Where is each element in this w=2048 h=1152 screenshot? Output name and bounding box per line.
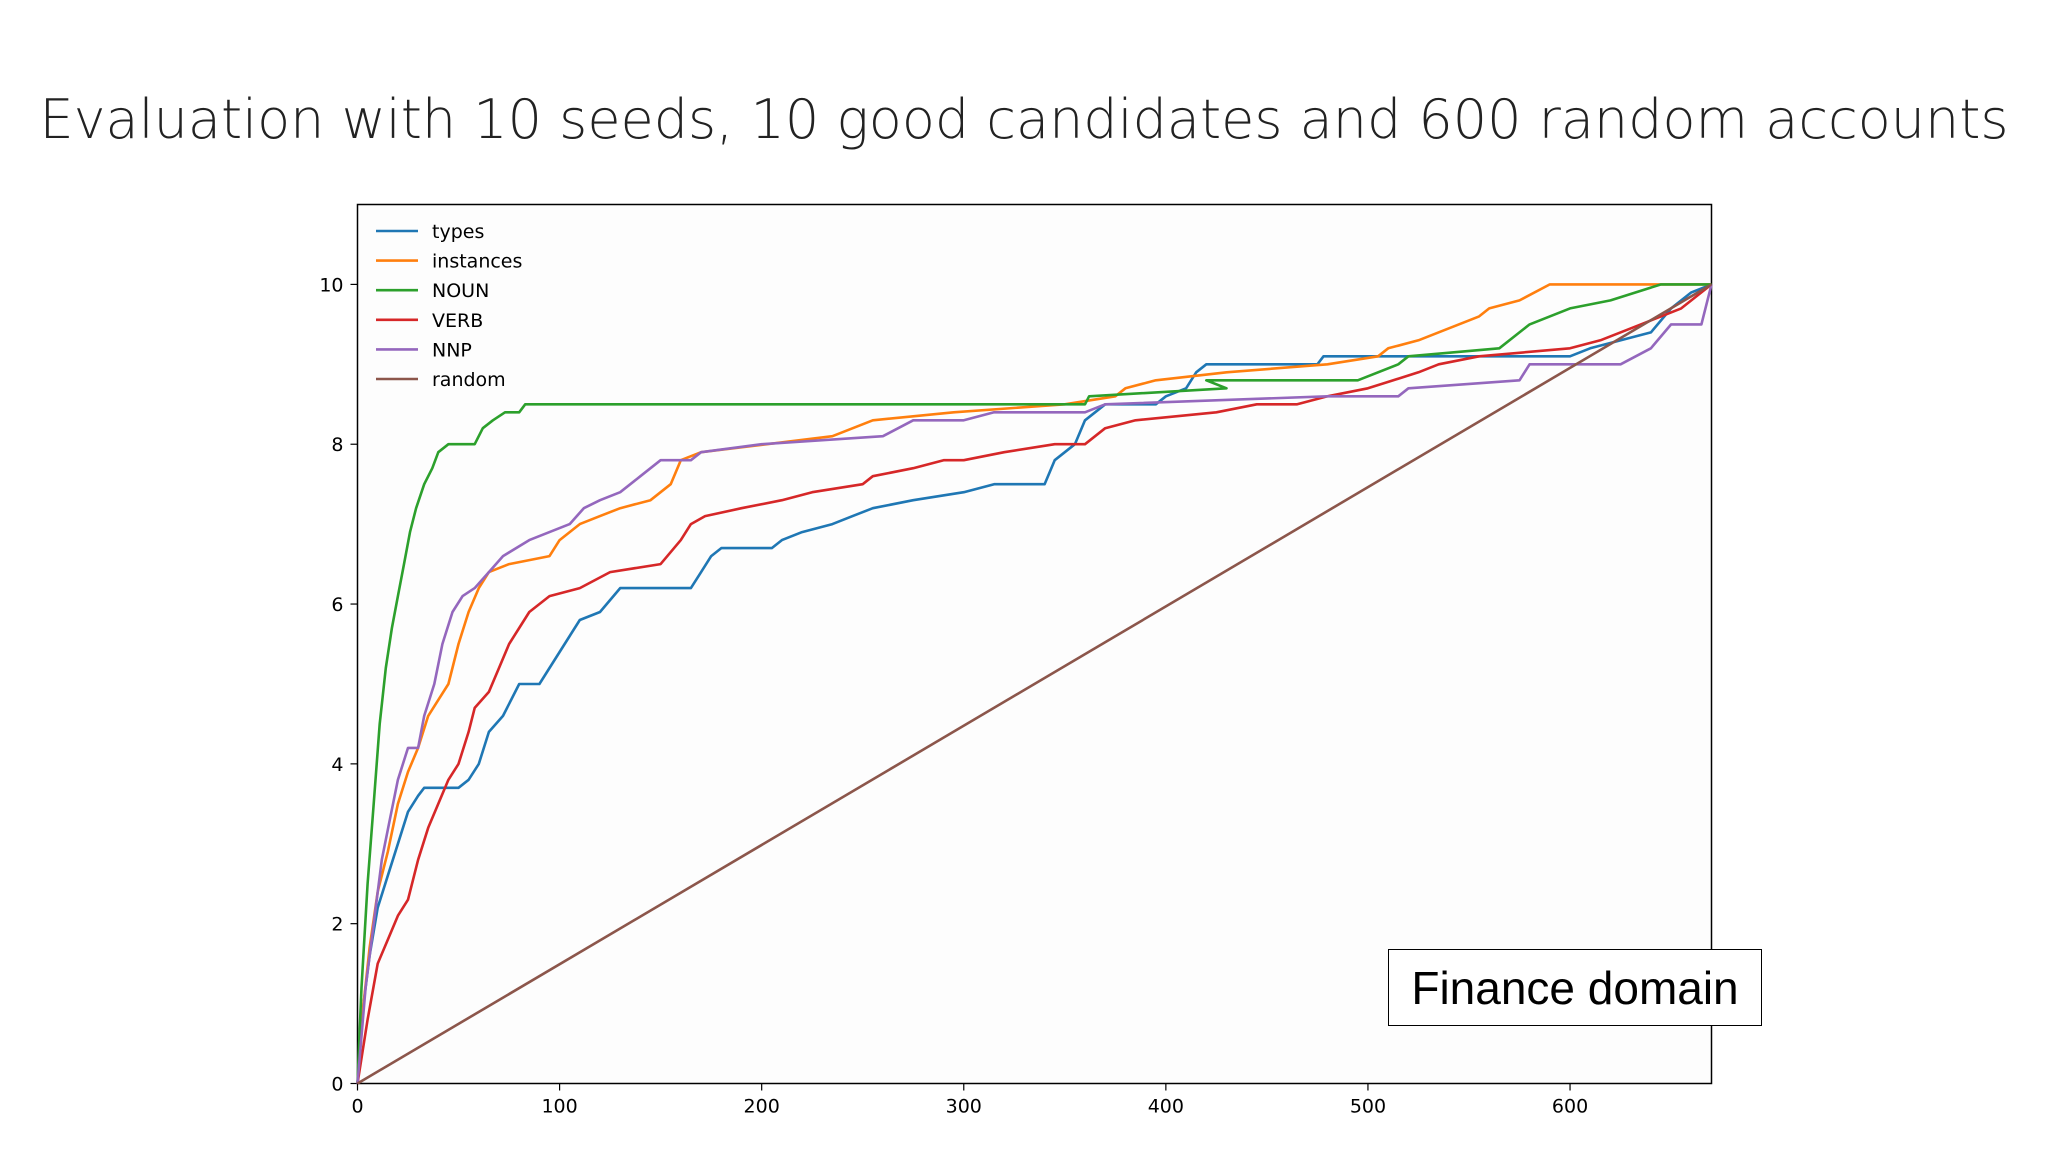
series-line-random <box>356 283 1713 1085</box>
legend-label-random: random <box>432 369 506 391</box>
x-tick-label: 600 <box>1552 1096 1588 1118</box>
x-tick-label: 300 <box>946 1096 982 1118</box>
y-tick-label: 4 <box>331 754 343 776</box>
series-line-noun <box>356 283 1712 1084</box>
x-tick-label: 500 <box>1350 1096 1386 1118</box>
y-axis: 0 2 4 6 8 10 <box>319 274 358 1096</box>
legend-label-verb: VERB <box>432 310 483 332</box>
legend-label-instances: instances <box>432 251 522 273</box>
series-line-verb <box>356 283 1713 1084</box>
x-tick-label: 100 <box>541 1096 577 1118</box>
domain-annotation: Finance domain <box>1388 949 1762 1026</box>
y-tick-label: 0 <box>331 1074 343 1096</box>
y-tick-label: 10 <box>319 274 343 296</box>
legend-label-nnp: NNP <box>432 339 472 361</box>
legend-label-noun: NOUN <box>432 280 489 302</box>
x-tick-label: 0 <box>351 1096 363 1118</box>
slide-title: Evaluation with 10 seeds, 10 good candid… <box>39 88 2009 151</box>
plot-area <box>356 203 1713 1085</box>
y-tick-label: 2 <box>331 914 343 936</box>
x-tick-label: 200 <box>744 1096 780 1118</box>
series-line-types <box>356 283 1712 1084</box>
x-tick-label: 400 <box>1148 1096 1184 1118</box>
y-tick-label: 6 <box>331 594 343 616</box>
x-axis: 0 100 200 300 400 500 600 <box>351 1083 1588 1118</box>
legend-label-types: types <box>432 221 484 243</box>
series-line-nnp <box>356 284 1713 1084</box>
y-tick-label: 8 <box>331 434 343 456</box>
legend: types instances NOUN VERB NNP random <box>376 221 522 391</box>
series-group <box>356 283 1713 1085</box>
